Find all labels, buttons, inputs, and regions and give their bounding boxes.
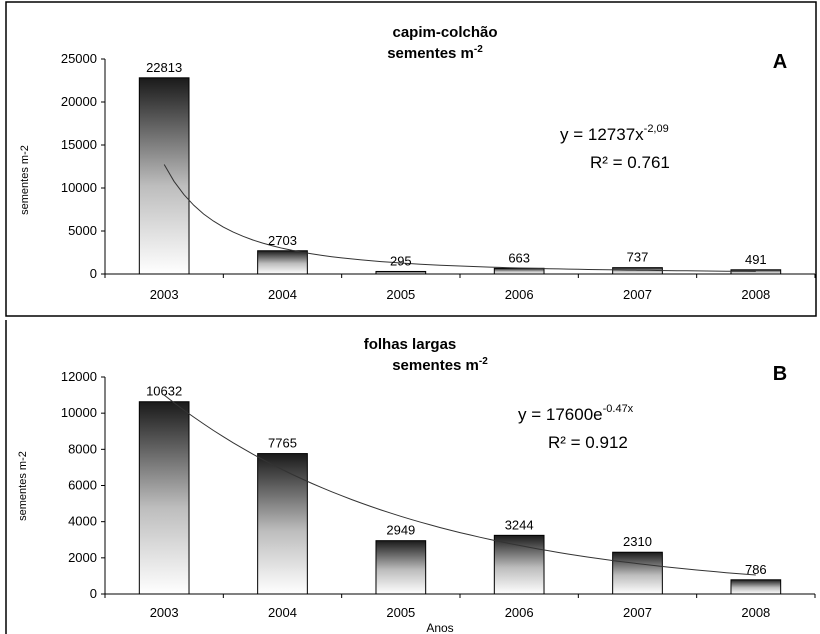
trendline	[163, 164, 756, 272]
y-axis-label: sementes m-2	[19, 145, 31, 215]
x-tick-label: 2005	[386, 287, 415, 302]
y-tick-label: 15000	[61, 137, 97, 152]
bar	[730, 269, 782, 275]
y-tick-label: 4000	[68, 514, 97, 529]
x-tick-label: 2003	[150, 287, 179, 302]
y-tick-label: 25000	[61, 51, 97, 66]
y-tick-label: 8000	[68, 441, 97, 456]
bar	[493, 534, 545, 595]
r-squared: R² = 0.912	[548, 433, 628, 452]
y-tick-label: 6000	[68, 478, 97, 493]
y-tick-label: 10000	[61, 405, 97, 420]
data-label: 2310	[623, 534, 652, 549]
bar-chart-b: folhas largas sementes m-2 B sementes m-…	[5, 320, 816, 634]
bar	[138, 401, 190, 595]
chart-panel-a: capim-colchão sementes m-2 A sementes m-…	[5, 1, 817, 317]
trend-curve	[163, 164, 756, 272]
data-label: 22813	[146, 60, 182, 75]
trend-equation: y = 17600e-0.47x	[518, 403, 634, 424]
bar	[375, 540, 427, 595]
bar	[375, 270, 427, 275]
y-tick-label: 2000	[68, 550, 97, 565]
data-label: 786	[745, 562, 767, 577]
x-tick-label: 2003	[150, 605, 179, 620]
x-tick-label: 2007	[623, 605, 652, 620]
y-tick-label: 20000	[61, 94, 97, 109]
y-tick-label: 10000	[61, 180, 97, 195]
data-label: 295	[390, 253, 412, 268]
data-label: 491	[745, 252, 767, 267]
y-tick-label: 12000	[61, 369, 97, 384]
trend-equation: y = 12737x-2,09	[560, 123, 669, 144]
r-squared: R² = 0.761	[590, 153, 670, 172]
bar	[612, 551, 663, 595]
bar	[257, 453, 308, 595]
x-tick-label: 2008	[741, 287, 770, 302]
x-tick-label: 2006	[505, 287, 534, 302]
chart-title-line2: sementes m-2	[387, 44, 483, 62]
data-label: 2949	[386, 523, 415, 538]
x-tick-label: 2005	[386, 605, 415, 620]
bar	[730, 579, 782, 595]
data-label: 737	[627, 250, 649, 265]
data-label: 663	[508, 250, 530, 265]
y-axis-label: sementes m-2	[17, 451, 29, 521]
bar	[257, 250, 308, 275]
trendline	[163, 394, 756, 576]
x-tick-label: 2008	[741, 605, 770, 620]
y-tick-label: 0	[90, 266, 97, 281]
data-label: 3244	[505, 517, 534, 532]
chart-panel-b: folhas largas sementes m-2 B sementes m-…	[0, 318, 820, 634]
chart-title-line2: sementes m-2	[392, 356, 488, 374]
data-label: 7765	[268, 436, 297, 451]
bar	[493, 267, 545, 275]
x-axis-label: Anos	[426, 621, 453, 634]
x-tick-label: 2006	[505, 605, 534, 620]
axes: 0 5000 10000 15000 20000 25000 2003 2004 2005 200…	[61, 51, 816, 302]
data-labels: 10632 7765 2949 3244 2310 786	[146, 384, 767, 577]
data-labels: 22813 2703 295 663 737 491	[146, 60, 767, 269]
x-tick-label: 2004	[268, 605, 297, 620]
data-label: 10632	[146, 384, 182, 399]
chart-title-line1: folhas largas	[364, 336, 457, 353]
chart-title-line1: capim-colchão	[392, 24, 497, 41]
bars	[138, 401, 782, 595]
x-tick-label: 2007	[623, 287, 652, 302]
trend-curve	[163, 394, 756, 576]
x-tick-label: 2004	[268, 287, 297, 302]
panel-letter: A	[773, 51, 787, 73]
y-tick-label: 5000	[68, 223, 97, 238]
axes: 0 2000 4000 6000 8000 10000 12000 2003 2004 2005 2…	[61, 369, 816, 620]
y-tick-label: 0	[90, 586, 97, 601]
data-label: 2703	[268, 233, 297, 248]
chart-frame	[5, 1, 817, 317]
panel-letter: B	[773, 363, 787, 385]
bars	[138, 77, 782, 275]
bar	[138, 77, 190, 275]
bar-chart-a: capim-colchão sementes m-2 A sementes m-…	[5, 1, 817, 317]
